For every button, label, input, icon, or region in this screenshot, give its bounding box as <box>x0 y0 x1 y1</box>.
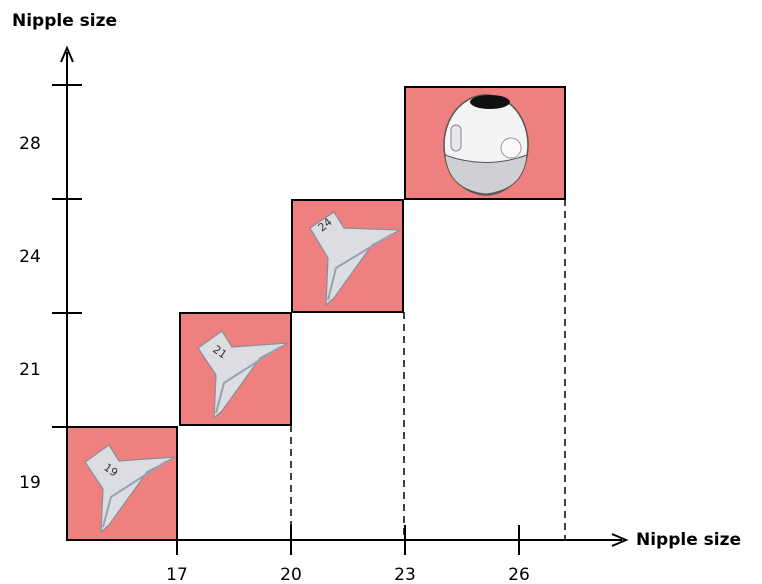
flange: 21 <box>197 330 289 420</box>
x-tick-label: 20 <box>280 565 302 584</box>
x-arrow <box>611 533 629 547</box>
flange: 24 <box>309 211 403 307</box>
pump-image <box>443 94 529 196</box>
x-ticks <box>176 525 520 555</box>
x-tick-label: 26 <box>508 565 530 584</box>
x-tick-label: 17 <box>166 565 188 584</box>
y-tick-label: 24 <box>19 247 41 267</box>
flange: 19 <box>84 444 176 534</box>
y-tick-label: 21 <box>19 360 41 380</box>
x-axis-label: Nipple size <box>636 530 741 550</box>
y-arrow <box>60 45 74 63</box>
y-axis-label: Nipple size <box>12 11 117 31</box>
y-tick-label: 28 <box>19 134 41 154</box>
y-ticks <box>52 84 82 428</box>
x-tick-label: 23 <box>394 565 416 584</box>
y-tick-label: 19 <box>19 473 41 493</box>
